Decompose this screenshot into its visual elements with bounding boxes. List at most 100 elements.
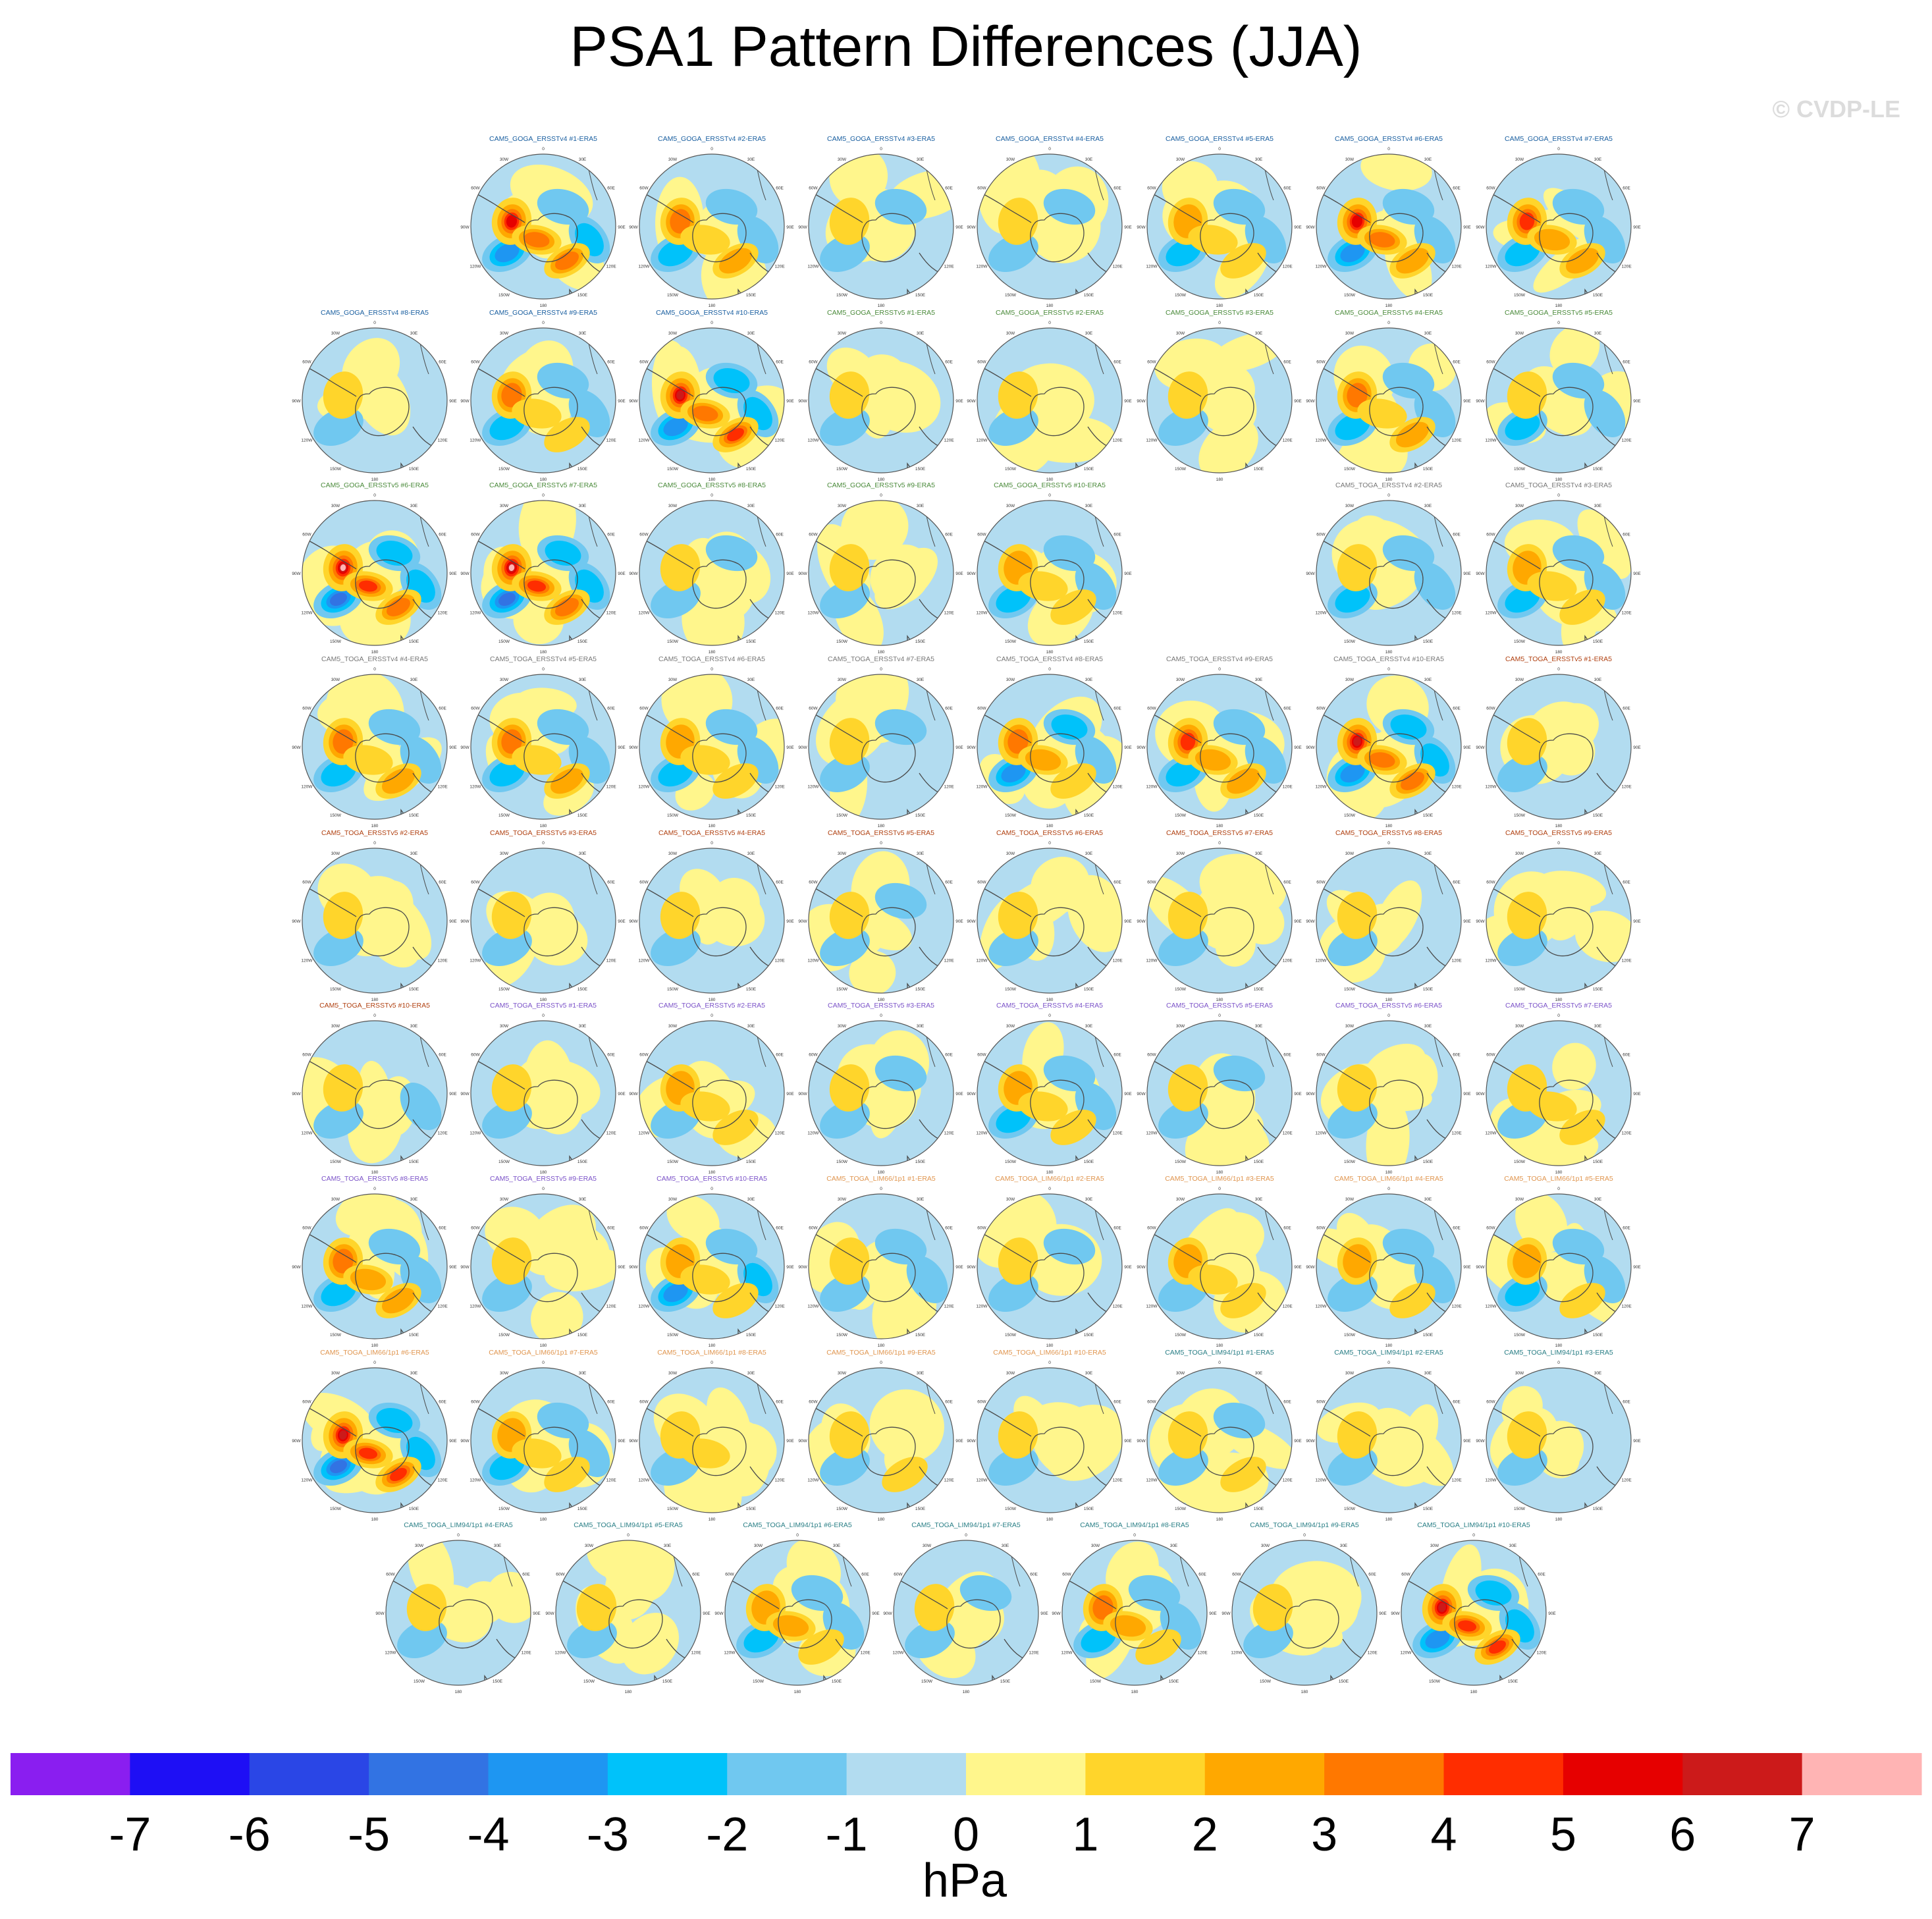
longitude-label: 150E: [409, 639, 419, 644]
longitude-label: 150E: [1084, 1160, 1094, 1164]
longitude-label: 30W: [1176, 1024, 1185, 1029]
panel-title: CAM5_TOGA_LIM94/1p1 #6-ERA5: [743, 1521, 852, 1529]
longitude-label: 90E: [618, 225, 626, 230]
map-panel: CAM5_TOGA_ERSSTv5 #4-ERA5 0 30E 60E 90E 120E 1…: [629, 829, 794, 1002]
longitude-label: 30E: [917, 1197, 925, 1202]
longitude-label: 30E: [917, 1024, 925, 1029]
longitude-label: 30E: [579, 331, 587, 336]
colorbar-swatch: [1802, 1753, 1922, 1795]
map-panel: CAM5_TOGA_ERSSTv5 #10-ERA5 0 30E 60E 90E 120E…: [292, 1002, 457, 1175]
longitude-label: 60W: [386, 1573, 395, 1577]
longitude-label: 150W: [1514, 1333, 1526, 1338]
panel-title: CAM5_TOGA_ERSSTv5 #1-ERA5: [490, 1002, 597, 1010]
colorbar-tick-label: -6: [228, 1808, 271, 1861]
longitude-label: 90W: [460, 919, 470, 924]
longitude-label: 60W: [639, 533, 649, 537]
longitude-label: 30W: [500, 1197, 509, 1202]
longitude-label: 60E: [945, 1226, 953, 1231]
longitude-label: 30W: [838, 1371, 847, 1376]
longitude-label: 30W: [331, 678, 340, 682]
longitude-label: 60E: [1453, 1226, 1461, 1231]
longitude-label: 120W: [1146, 959, 1158, 963]
longitude-label: 150E: [915, 639, 926, 644]
map-panel: CAM5_GOGA_ERSSTv4 #10-ERA5 0 30E 60E 90E 120E…: [629, 309, 794, 482]
longitude-label: 90E: [533, 1611, 541, 1616]
longitude-label: 30E: [747, 331, 755, 336]
longitude-label: 30E: [917, 331, 925, 336]
panel-title: CAM5_TOGA_LIM94/1p1 #4-ERA5: [404, 1521, 513, 1529]
longitude-label: 90W: [1476, 919, 1485, 924]
longitude-label: 90W: [1476, 1265, 1485, 1270]
panel-title: CAM5_TOGA_LIM94/1p1 #9-ERA5: [1250, 1521, 1359, 1529]
longitude-label: 150W: [1344, 1160, 1356, 1164]
longitude-label: 90E: [786, 919, 794, 924]
map-panel: CAM5_TOGA_ERSSTv5 #1-ERA5 0 30E 60E 90E 120E 1…: [1476, 655, 1641, 828]
longitude-label: 120W: [470, 785, 481, 790]
map-boundary: [1486, 327, 1632, 473]
contour-field: [1316, 848, 1461, 993]
longitude-label: 60W: [1147, 1053, 1156, 1058]
longitude-label: 150W: [836, 639, 848, 644]
longitude-label: 150W: [1175, 987, 1187, 992]
longitude-label: 120W: [976, 439, 988, 443]
longitude-label: 0: [1472, 1533, 1475, 1538]
map-boundary: [808, 1020, 954, 1166]
contour-field: [639, 1194, 784, 1339]
longitude-label: 60W: [1316, 1226, 1326, 1231]
longitude-label: 90E: [955, 399, 963, 404]
longitude-label: 60E: [1114, 1226, 1121, 1231]
longitude-label: 60E: [1453, 533, 1461, 537]
longitude-label: 30W: [500, 1024, 509, 1029]
longitude-label: 90W: [1137, 225, 1146, 230]
map-boundary: [977, 674, 1123, 820]
longitude-label: 60E: [439, 1053, 446, 1058]
longitude-label: 0: [1218, 147, 1221, 151]
longitude-label: 120W: [1400, 1651, 1412, 1656]
panel-title: CAM5_GOGA_ERSSTv5 #7-ERA5: [489, 481, 597, 489]
longitude-label: 60W: [1316, 360, 1326, 365]
longitude-label: 30E: [833, 1544, 841, 1548]
longitude-label: 60E: [439, 533, 446, 537]
longitude-label: 150W: [1514, 987, 1526, 992]
chart-title: PSA1 Pattern Differences (JJA): [570, 15, 1362, 78]
longitude-label: 0: [1048, 321, 1051, 325]
longitude-label: 150W: [498, 987, 510, 992]
longitude-label: 150W: [753, 1679, 765, 1684]
longitude-label: 120W: [807, 265, 819, 269]
longitude-label: 60W: [809, 707, 818, 711]
contour-field: [1147, 154, 1292, 299]
map-panel: CAM5_TOGA_ERSSTv5 #7-ERA5 0 30E 60E 90E 120E 1…: [1476, 1002, 1641, 1175]
longitude-label: 150E: [1593, 813, 1603, 818]
longitude-label: 180: [1385, 1170, 1393, 1175]
contour-field: [471, 154, 616, 299]
map-boundary: [639, 1020, 785, 1166]
longitude-label: 120W: [1146, 1131, 1158, 1136]
longitude-label: 150E: [409, 813, 419, 818]
longitude-label: 120W: [638, 265, 650, 269]
longitude-label: 150W: [1005, 1333, 1017, 1338]
contour-field: [302, 1194, 447, 1339]
longitude-label: 120W: [470, 1131, 481, 1136]
longitude-label: 30E: [1255, 851, 1263, 856]
longitude-label: 90E: [618, 399, 626, 404]
map-panel: CAM5_TOGA_ERSSTv5 #9-ERA5 0 30E 60E 90E 120E 1…: [460, 1175, 626, 1348]
map-boundary: [1486, 153, 1632, 300]
longitude-label: 90E: [955, 1265, 963, 1270]
longitude-label: 180: [540, 1343, 547, 1348]
longitude-label: 180: [371, 1170, 379, 1175]
longitude-label: 30W: [838, 1197, 847, 1202]
longitude-label: 90W: [629, 1439, 638, 1444]
longitude-label: 30E: [747, 851, 755, 856]
panel-title: CAM5_GOGA_ERSSTv5 #5-ERA5: [1505, 309, 1613, 317]
longitude-label: 60W: [1232, 1573, 1241, 1577]
contour-field: [809, 1194, 953, 1339]
longitude-label: 60E: [607, 707, 615, 711]
longitude-label: 30E: [1594, 678, 1602, 682]
longitude-label: 60W: [1147, 707, 1156, 711]
map-panel: CAM5_TOGA_ERSSTv4 #8-ERA5 0 30E 60E 90E 120E 1…: [967, 655, 1132, 828]
longitude-label: 60W: [1486, 707, 1495, 711]
map-boundary: [639, 1367, 785, 1513]
longitude-label: 60W: [302, 1400, 311, 1405]
longitude-label: 150E: [1169, 1679, 1179, 1684]
longitude-label: 30E: [1085, 331, 1093, 336]
